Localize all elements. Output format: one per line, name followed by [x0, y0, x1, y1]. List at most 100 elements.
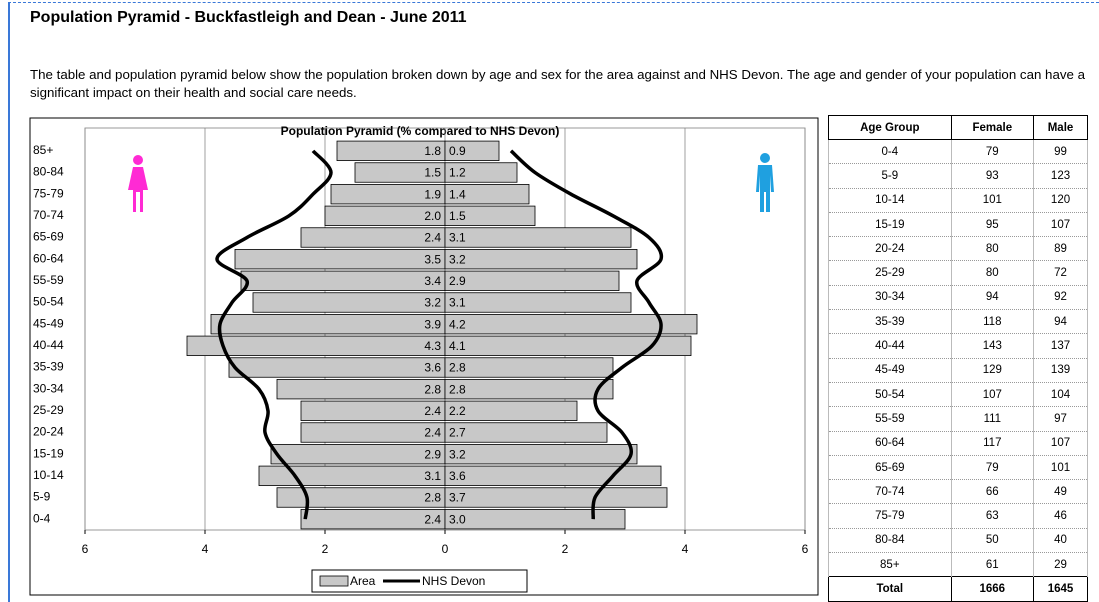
table-cell: 0-4	[828, 138, 952, 165]
bar-label: 3.6	[424, 361, 441, 375]
table-cell: 10-14	[828, 187, 952, 213]
total-row: Total 1666 1645	[828, 576, 1088, 602]
bar	[444, 422, 608, 443]
data-table: Age Group Female Male 0-4 79 99 5-9 93 123 10-14 1…	[828, 115, 1088, 602]
table-row: 70-74 66 49	[828, 479, 1088, 505]
total-cell: 1666	[950, 576, 1035, 602]
table-cell: 50	[950, 527, 1035, 554]
bar	[444, 335, 692, 356]
x-tick-label: 4	[682, 542, 689, 556]
bar	[228, 357, 446, 378]
table-cell: 120	[1033, 187, 1088, 213]
table-cell: 29	[1033, 552, 1088, 578]
table-row: 55-59 111 97	[828, 406, 1088, 432]
bar-label: 3.5	[424, 252, 441, 266]
y-tick-label: 70-74	[33, 208, 64, 222]
bar	[276, 487, 446, 508]
bar-label: 4.2	[449, 317, 466, 331]
bar	[276, 379, 446, 400]
table-cell: 46	[1033, 503, 1088, 529]
table-cell: 89	[1033, 236, 1088, 262]
table-cell: 35-39	[828, 309, 952, 335]
bar	[444, 227, 632, 248]
y-tick-label: 50-54	[33, 295, 64, 309]
x-tick-label: 2	[562, 542, 569, 556]
table-cell: 94	[950, 284, 1035, 311]
bar	[444, 292, 632, 313]
bar-label: 2.4	[424, 426, 441, 440]
table-cell: 66	[950, 479, 1035, 505]
bar-label: 1.5	[449, 209, 466, 223]
bar-label: 3.7	[449, 491, 466, 505]
y-tick-label: 65-69	[33, 230, 64, 244]
bar-label: 1.8	[424, 144, 441, 158]
table-row: 15-19 95 107	[828, 211, 1088, 238]
frame	[8, 2, 1099, 602]
bar-label: 4.3	[424, 339, 441, 353]
y-tick-label: 75-79	[33, 186, 64, 200]
total-cell: 1645	[1033, 576, 1088, 602]
bar-label: 0.9	[449, 144, 466, 158]
table-cell: 40	[1033, 527, 1088, 554]
table-cell: 107	[950, 381, 1035, 408]
table-cell: 95	[950, 211, 1035, 238]
y-tick-label: 35-39	[33, 360, 64, 374]
table-cell: 45-49	[828, 357, 952, 383]
bar	[210, 314, 446, 335]
y-tick-label: 55-59	[33, 273, 64, 287]
bar	[444, 400, 578, 421]
bar	[444, 379, 614, 400]
bar	[444, 509, 626, 530]
chart-title: Population Pyramid (% compared to NHS De…	[281, 124, 560, 138]
x-tick-label: 0	[442, 542, 449, 556]
bar-label: 2.8	[424, 382, 441, 396]
female-icon	[128, 155, 148, 212]
table-cell: 60-64	[828, 430, 952, 456]
table-cell: 129	[950, 357, 1035, 383]
bar	[444, 314, 698, 335]
y-tick-label: 85+	[33, 143, 53, 157]
x-tick-label: 2	[322, 542, 329, 556]
table-cell: 123	[1033, 163, 1088, 189]
table-cell: 94	[1033, 309, 1088, 335]
bar-label: 3.6	[449, 469, 466, 483]
bar-label: 2.9	[424, 447, 441, 461]
y-tick-label: 20-24	[33, 425, 64, 439]
bar-label: 2.0	[424, 209, 441, 223]
table-cell: 97	[1033, 406, 1088, 432]
bar	[444, 205, 536, 226]
table-row: 65-69 79 101	[828, 454, 1088, 481]
bar-label: 2.9	[449, 274, 466, 288]
y-tick-label: 0-4	[33, 511, 51, 525]
y-tick-label: 80-84	[33, 165, 64, 179]
table-cell: 5-9	[828, 163, 952, 189]
bar-label: 2.4	[424, 231, 441, 245]
legend-label: Area	[350, 574, 376, 588]
y-tick-label: 25-29	[33, 403, 64, 417]
table-cell: 72	[1033, 260, 1088, 286]
table-cell: 63	[950, 503, 1035, 529]
bar-label: 3.9	[424, 317, 441, 331]
table-cell: 50-54	[828, 381, 952, 408]
male-icon	[756, 153, 774, 212]
table-cell: 101	[1033, 454, 1088, 481]
table-row: 50-54 107 104	[828, 381, 1088, 408]
table-cell: 49	[1033, 479, 1088, 505]
table-cell: 85+	[828, 552, 952, 578]
bar	[444, 184, 530, 205]
header-cell: Male	[1033, 115, 1088, 140]
bar-label: 2.8	[449, 382, 466, 396]
legend-swatch	[319, 575, 349, 587]
bar-label: 3.2	[424, 296, 441, 310]
table-cell: 20-24	[828, 236, 952, 262]
table-cell: 40-44	[828, 333, 952, 359]
table-row: 80-84 50 40	[828, 527, 1088, 554]
y-tick-label: 45-49	[33, 316, 64, 330]
bar-label: 3.1	[424, 469, 441, 483]
table-cell: 104	[1033, 381, 1088, 408]
table-row: 25-29 80 72	[828, 260, 1088, 286]
table-row: 60-64 117 107	[828, 430, 1088, 456]
bar	[444, 487, 668, 508]
legend-label: NHS Devon	[422, 574, 485, 588]
